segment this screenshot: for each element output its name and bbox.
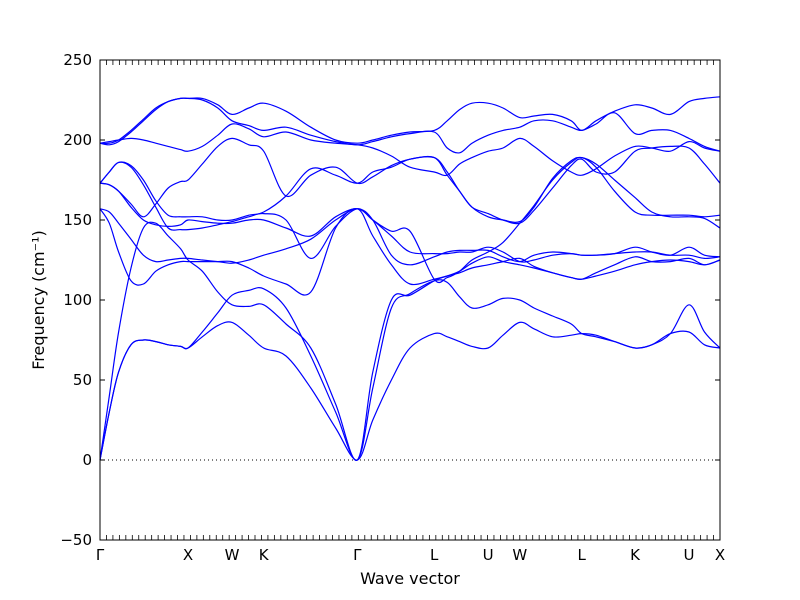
series-line-11 <box>99 96 721 145</box>
series-line-2 <box>99 221 721 461</box>
y-tick-label: 0 <box>82 451 92 469</box>
y-tick-label: 100 <box>63 291 92 309</box>
series-group <box>99 96 721 461</box>
series-line-3 <box>99 208 721 296</box>
y-tick-label: −50 <box>60 531 92 549</box>
x-tick-label-1: X <box>183 546 193 564</box>
series-line-7 <box>99 156 721 229</box>
x-tick-label-8: L <box>578 546 587 564</box>
y-tick-label: 150 <box>63 211 92 229</box>
x-tick-label-3: K <box>259 546 270 564</box>
x-axis-label: Wave vector <box>360 569 460 588</box>
x-tick-label-10: U <box>684 546 695 564</box>
series-line-9 <box>99 123 721 177</box>
y-tick-label: 250 <box>63 51 92 69</box>
x-tick-label-11: X <box>715 546 725 564</box>
x-tick-label-5: L <box>430 546 439 564</box>
y-tick-label: 200 <box>63 131 92 149</box>
x-tick-label-0: Γ <box>96 546 105 564</box>
series-line-1 <box>99 279 721 461</box>
y-axis-ticks: −50 0 50 100 150 200 250 <box>60 51 720 549</box>
x-tick-label-9: K <box>630 546 641 564</box>
series-line-6 <box>99 156 721 284</box>
x-tick-label-2: W <box>225 546 240 564</box>
x-tick-label-6: U <box>483 546 494 564</box>
x-tick-label-4: Γ <box>353 546 362 564</box>
series-line-5 <box>99 182 721 263</box>
y-axis-label: Frequency (cm⁻¹) <box>29 230 48 369</box>
y-tick-label: 50 <box>73 371 92 389</box>
x-tick-label-7: W <box>512 546 527 564</box>
